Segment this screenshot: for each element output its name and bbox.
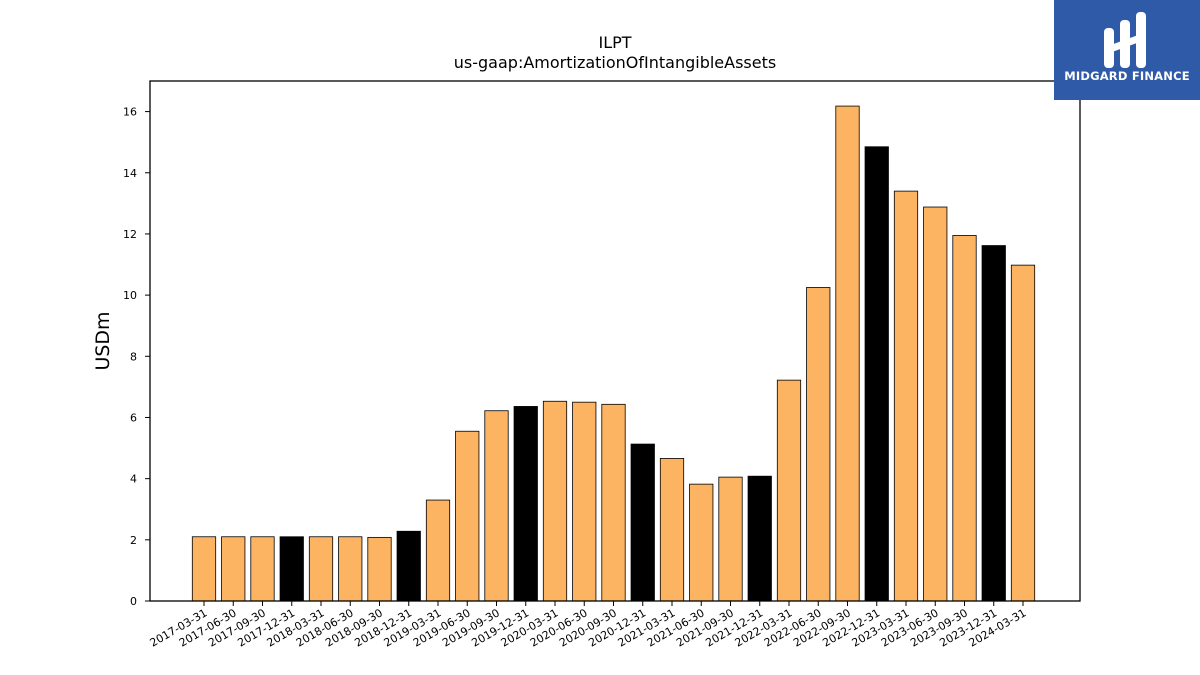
bar	[455, 430, 480, 602]
y-tick-label: 8	[130, 350, 137, 363]
midgard-logo-icon	[1104, 12, 1146, 68]
y-axis-label: USDm	[92, 311, 114, 370]
bar	[776, 379, 802, 602]
bar	[952, 235, 977, 602]
bar	[572, 401, 597, 602]
y-tick-label: 10	[123, 289, 137, 302]
plot-frame	[149, 80, 1081, 602]
y-axis-ticks: 0 2 4 6 8 10 12 14 16	[123, 106, 150, 608]
bar	[279, 536, 304, 602]
bar	[396, 530, 421, 602]
y-tick-label: 12	[123, 228, 137, 241]
bar	[806, 287, 831, 602]
bar	[513, 406, 538, 602]
chart-subtitle: us-gaap:AmortizationOfIntangibleAssets	[454, 53, 776, 72]
bar	[864, 146, 889, 602]
chart-title: ILPT	[598, 33, 631, 52]
bar	[1010, 264, 1036, 602]
bar	[630, 443, 655, 602]
x-axis-ticks: 2017-03-312017-06-302017-09-302017-12-31…	[148, 601, 1029, 650]
bar	[308, 536, 334, 602]
bar	[923, 206, 948, 602]
y-tick-label: 16	[123, 106, 137, 119]
logo-text: MIDGARD FINANCE	[1064, 69, 1190, 83]
bar	[542, 400, 568, 602]
bar	[425, 499, 451, 602]
bar	[338, 536, 363, 602]
bar	[893, 190, 919, 602]
bar	[250, 536, 275, 602]
bar	[747, 475, 772, 602]
bar	[718, 476, 743, 602]
bar	[601, 403, 626, 602]
bar	[191, 536, 217, 602]
bar	[484, 410, 509, 602]
y-tick-label: 0	[130, 595, 137, 608]
bar	[689, 483, 714, 602]
bars-group	[191, 105, 1036, 602]
y-tick-label: 2	[130, 534, 137, 547]
y-tick-label: 14	[123, 167, 137, 180]
y-tick-label: 6	[130, 411, 137, 424]
bar	[367, 536, 392, 602]
midgard-finance-logo: MIDGARD FINANCE	[1054, 0, 1200, 100]
bar	[221, 536, 246, 602]
y-tick-label: 4	[130, 473, 137, 486]
bar	[981, 245, 1006, 602]
bar	[835, 105, 860, 602]
bar	[659, 458, 685, 602]
